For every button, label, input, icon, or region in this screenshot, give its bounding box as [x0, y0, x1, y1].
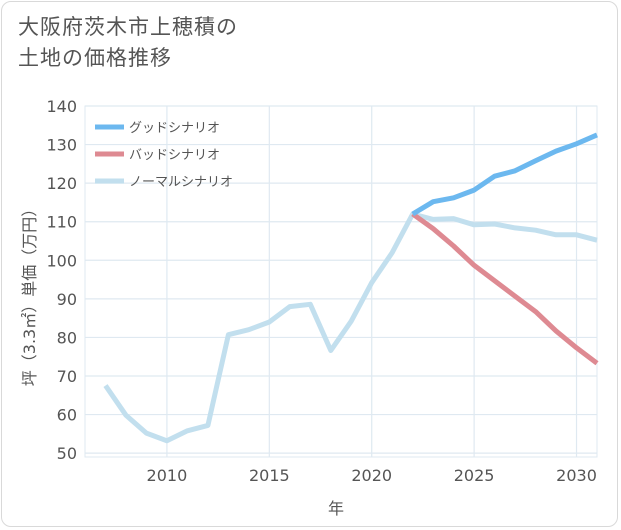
- x-tick-label: 2010: [147, 466, 188, 485]
- x-axis-label: 年: [328, 499, 344, 518]
- y-tick-label: 90: [57, 290, 77, 309]
- y-tick-label: 110: [46, 213, 77, 232]
- series-line-3: [103, 211, 598, 444]
- y-tick-label: 100: [46, 251, 77, 270]
- chart-title-line-2: 土地の価格推移: [18, 46, 172, 70]
- series-line-1: [411, 132, 598, 217]
- x-tick-label: 2015: [249, 466, 290, 485]
- chart-title: 大阪府茨木市上穂積の 土地の価格推移: [18, 12, 238, 74]
- y-tick-label: 130: [46, 136, 77, 155]
- y-axis-label: 坪（3.3㎡）単価（万円）: [20, 201, 39, 386]
- y-tick-label: 70: [57, 367, 77, 386]
- series-line-2: [411, 211, 599, 366]
- y-tick-label: 50: [57, 444, 77, 463]
- y-tick-label: 60: [57, 406, 77, 425]
- y-tick-label: 140: [46, 97, 77, 116]
- legend-label-2: バッドシナリオ: [129, 148, 220, 163]
- y-tick-label: 80: [57, 328, 77, 347]
- x-tick-label: 2025: [454, 466, 495, 485]
- x-tick-label: 2030: [556, 466, 597, 485]
- y-tick-label: 120: [46, 174, 77, 193]
- chart-title-line-1: 大阪府茨木市上穂積の: [18, 15, 238, 39]
- x-tick-label: 2020: [351, 466, 392, 485]
- legend-label-3: ノーマルシナリオ: [129, 175, 233, 190]
- legend-label-1: グッドシナリオ: [129, 121, 220, 136]
